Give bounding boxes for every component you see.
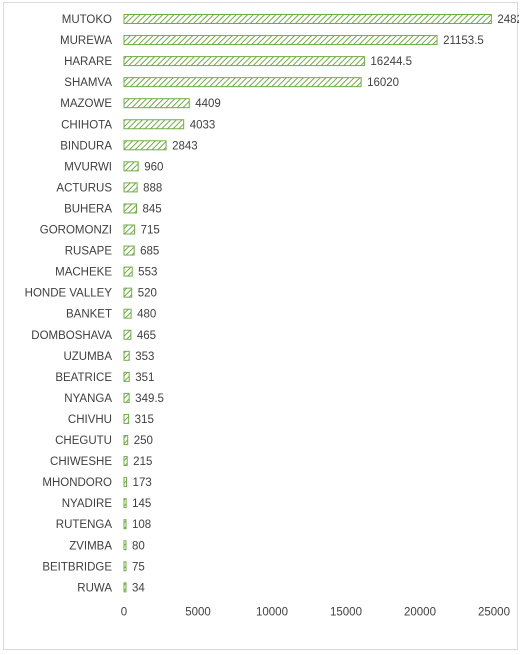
value-label: 4033 xyxy=(190,119,216,131)
chart-frame: MUTOKO MUREWA HARARE SHAMVA MAZOWE CHIHOTA BIN… xyxy=(3,2,519,650)
category-label: MUTOKO xyxy=(62,14,112,26)
bar-banket xyxy=(123,308,132,319)
value-label: 80 xyxy=(132,540,145,552)
value-label: 715 xyxy=(141,225,160,237)
value-label: 108 xyxy=(132,519,151,531)
value-label: 16244.5 xyxy=(370,56,412,68)
x-tick-label: 10000 xyxy=(256,606,288,618)
bar-nyadire xyxy=(123,498,127,509)
category-label: BANKET xyxy=(66,309,112,321)
category-label: MUREWA xyxy=(60,35,112,47)
x-tick-label: 15000 xyxy=(330,606,362,618)
value-label: 4409 xyxy=(195,98,221,110)
x-tick-label: 20000 xyxy=(404,606,436,618)
value-label: 75 xyxy=(132,561,145,573)
value-label: 960 xyxy=(144,161,163,173)
bar-rutenga xyxy=(123,519,127,530)
x-tick-label: 5000 xyxy=(185,606,211,618)
value-label: 480 xyxy=(137,309,156,321)
category-label: MVURWI xyxy=(64,161,112,173)
value-label: 215 xyxy=(133,456,152,468)
x-tick-label: 25000 xyxy=(478,606,510,618)
x-tick-label: 0 xyxy=(121,606,127,618)
bar-zvimba xyxy=(123,540,127,551)
category-label: BINDURA xyxy=(60,140,112,152)
value-label: 145 xyxy=(132,498,151,510)
value-label: 2843 xyxy=(172,140,198,152)
value-label: 250 xyxy=(134,435,153,447)
category-label: NYADIRE xyxy=(62,498,113,510)
bar-beitbridge xyxy=(123,561,127,572)
category-label: MHONDORO xyxy=(42,477,112,489)
bar-beatrice xyxy=(123,371,130,382)
bar-ruwa xyxy=(123,582,127,593)
bar-goromonzi xyxy=(123,224,136,235)
bar-chiweshe xyxy=(123,456,128,467)
value-label: 16020 xyxy=(367,77,399,89)
category-label: ACTURUS xyxy=(56,182,112,194)
category-label: NYANGA xyxy=(64,393,112,405)
category-label: HARARE xyxy=(64,56,112,68)
bar-acturus xyxy=(123,182,138,193)
bar-chihota xyxy=(123,119,185,130)
category-label: CHIVHU xyxy=(68,414,112,426)
value-label: 888 xyxy=(143,182,162,194)
bar-mvurwi xyxy=(123,161,139,172)
value-label: 845 xyxy=(143,203,162,215)
category-label: RUSAPE xyxy=(65,246,113,258)
category-label: MACHEKE xyxy=(55,267,112,279)
bar-mutoko xyxy=(123,14,492,24)
category-label: BUHERA xyxy=(64,203,112,215)
value-label: 21153.5 xyxy=(443,35,484,47)
category-label: GOROMONZI xyxy=(40,225,112,237)
bar-chivhu xyxy=(123,413,130,424)
bar-uzumba xyxy=(123,350,130,361)
value-label: 520 xyxy=(138,288,157,300)
bar-mazowe xyxy=(123,98,190,109)
category-label: MAZOWE xyxy=(60,98,112,110)
value-label: 34 xyxy=(132,582,145,594)
bar-bindura xyxy=(123,140,167,151)
bar-harare xyxy=(123,56,365,67)
bar-murewa xyxy=(123,35,438,46)
bar-buhera xyxy=(123,203,138,214)
value-label: 465 xyxy=(137,330,156,342)
bar-rusape xyxy=(123,245,135,256)
bar-nyanga xyxy=(123,392,130,403)
bar-macheke xyxy=(123,266,133,277)
category-label: CHIWESHE xyxy=(50,456,112,468)
value-label: 173 xyxy=(133,477,152,489)
category-label: SHAMVA xyxy=(64,77,112,89)
category-label: UZUMBA xyxy=(63,351,112,363)
bar-mhondoro xyxy=(123,477,128,488)
bar-chegutu xyxy=(123,435,129,445)
category-label: DOMBOSHAVA xyxy=(31,330,112,342)
category-label: RUWA xyxy=(77,582,112,594)
category-label: CHEGUTU xyxy=(55,435,112,447)
bar-chart: MUTOKO MUREWA HARARE SHAMVA MAZOWE CHIHOTA BIN… xyxy=(25,14,519,618)
category-label: CHIHOTA xyxy=(61,119,112,131)
category-label: HONDE VALLEY xyxy=(25,288,113,300)
value-label: 685 xyxy=(140,246,159,258)
bar-honde-valley xyxy=(123,287,133,298)
value-label: 349.5 xyxy=(135,393,164,405)
bar-domboshava xyxy=(123,329,132,340)
category-label: ZVIMBA xyxy=(69,540,112,552)
category-label: RUTENGA xyxy=(56,519,113,531)
value-label: 315 xyxy=(135,414,154,426)
value-label: 553 xyxy=(138,267,157,279)
value-label: 351 xyxy=(135,372,154,384)
category-label: BEITBRIDGE xyxy=(42,561,112,573)
bar-shamva xyxy=(123,77,362,88)
category-label: BEATRICE xyxy=(55,372,112,384)
value-label: 353 xyxy=(135,351,154,363)
